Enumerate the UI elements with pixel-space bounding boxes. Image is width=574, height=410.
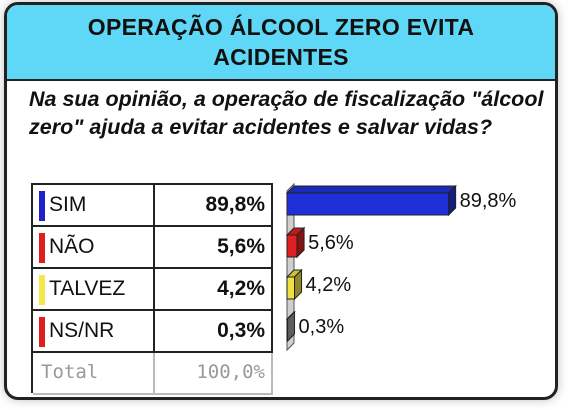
row-label-cell: NÃO xyxy=(33,227,155,269)
row-value: 4,2% xyxy=(155,269,273,311)
bar-talvez xyxy=(285,268,303,301)
chart-title: OPERAÇÃO ÁLCOOL ZERO EVITA ACIDENTES xyxy=(7,5,555,81)
row-label: NÃO xyxy=(49,235,95,258)
row-label: SIM xyxy=(49,193,87,216)
bar-data-label: 4,2% xyxy=(306,274,352,296)
color-swatch xyxy=(39,275,45,305)
row-label-cell: SIM xyxy=(33,185,155,227)
row-label: TALVEZ xyxy=(49,277,126,300)
total-value: 100,0% xyxy=(155,353,273,395)
survey-question: Na sua opinião, a operação de fiscalizaç… xyxy=(29,87,544,139)
bar-data-label: 5,6% xyxy=(308,232,354,254)
poll-card: OPERAÇÃO ÁLCOOL ZERO EVITA ACIDENTES Na … xyxy=(4,2,558,400)
table-row: NÃO 5,6% xyxy=(33,227,273,269)
color-swatch xyxy=(39,317,45,347)
row-value: 0,3% xyxy=(155,311,273,353)
row-label: NS/NR xyxy=(49,319,115,342)
total-label: Total xyxy=(41,361,99,383)
chart-title-text: OPERAÇÃO ÁLCOOL ZERO EVITA ACIDENTES xyxy=(87,14,475,70)
table-row: NS/NR 0,3% xyxy=(33,311,273,353)
bar-chart: 89,8% 5,6% 4,2% 0,3% xyxy=(285,182,517,352)
bar-data-label: 89,8% xyxy=(460,190,517,212)
table-row: SIM 89,8% xyxy=(33,185,273,227)
color-swatch xyxy=(39,191,45,221)
row-label-cell: NS/NR xyxy=(33,311,155,353)
row-value: 5,6% xyxy=(155,227,273,269)
total-label-cell: Total xyxy=(33,353,155,395)
row-value: 89,8% xyxy=(155,185,273,227)
bar-sim xyxy=(285,184,457,217)
bar-data-label: 0,3% xyxy=(299,316,345,338)
table-row: TALVEZ 4,2% xyxy=(33,269,273,311)
bar-no xyxy=(285,226,306,259)
table-total-row: Total 100,0% xyxy=(33,353,273,395)
bar-nsnr xyxy=(285,310,296,343)
row-label-cell: TALVEZ xyxy=(33,269,155,311)
results-table: SIM 89,8% NÃO 5,6% TALVEZ 4,2% NS/NR 0,3… xyxy=(31,183,273,395)
color-swatch xyxy=(39,233,45,263)
